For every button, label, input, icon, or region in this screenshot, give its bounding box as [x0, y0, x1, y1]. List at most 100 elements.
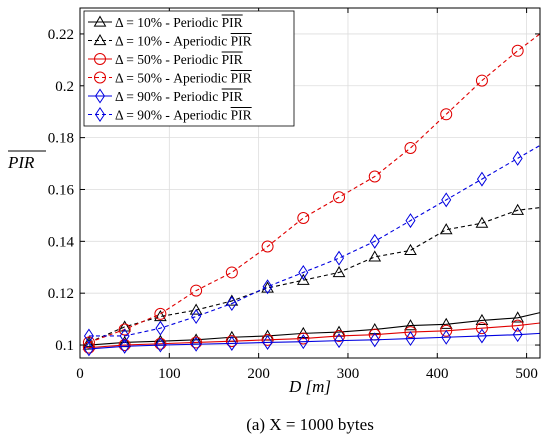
data-point: [83, 328, 94, 344]
y-axis-label-group: PIR: [7, 150, 46, 172]
x-axis-label: D [m]: [288, 377, 331, 396]
data-point: [226, 296, 237, 312]
data-point: [368, 250, 382, 262]
x-tick-label: 300: [337, 366, 360, 382]
series-line: [88, 312, 541, 346]
legend-entry: Δ = 50% - Periodic PIR: [88, 51, 243, 67]
legend: Δ = 10% - Periodic PIR Δ = 10% - Aperiodi…: [83, 10, 295, 127]
legend-marker: [94, 88, 106, 104]
data-point: [296, 273, 310, 285]
data-point: [439, 223, 453, 235]
data-point: [225, 335, 238, 348]
data-point: [296, 326, 310, 338]
legend-entry: Δ = 10% - Aperiodic PIR: [88, 33, 252, 49]
legend-label: Δ = 50% - Periodic PIR: [115, 52, 243, 67]
data-point: [261, 281, 274, 293]
data-point: [334, 250, 345, 266]
data-point: [262, 279, 273, 295]
data-point: [83, 341, 94, 357]
y-tick-label: 0.12: [48, 286, 74, 302]
data-point: [226, 335, 237, 351]
data-point: [82, 336, 95, 349]
data-point: [297, 332, 310, 345]
data-point: [439, 317, 453, 329]
legend-label: Δ = 10% - Aperiodic PIR: [115, 34, 252, 49]
legend-marker: [93, 15, 107, 27]
legend-label: Δ = 90% - Aperiodic PIR: [115, 108, 252, 123]
data-point: [261, 240, 274, 253]
data-point: [333, 329, 346, 342]
data-point: [511, 311, 525, 323]
data-point: [404, 243, 417, 256]
data-point: [262, 334, 273, 350]
series-1: [82, 203, 541, 348]
series-layer: [82, 33, 541, 357]
series-3: [82, 33, 541, 349]
data-point: [440, 108, 453, 121]
data-point: [118, 320, 132, 332]
x-tick-label: 100: [158, 366, 181, 382]
data-point: [298, 264, 309, 280]
data-point: [405, 331, 416, 347]
legend-label: Δ = 90% - Periodic PIR: [115, 89, 243, 104]
legend-marker: [94, 106, 106, 123]
data-point: [333, 191, 346, 204]
legend-label: Δ = 50% - Aperiodic PIR: [115, 71, 252, 86]
series-5: [83, 144, 541, 344]
x-tick-label: 500: [515, 366, 538, 382]
caption: (a) X = 1000 bytes: [246, 415, 374, 434]
data-point: [298, 334, 309, 350]
data-point: [441, 192, 452, 208]
y-tick-label: 0.14: [48, 234, 75, 250]
data-point: [404, 319, 417, 331]
legend-box: [83, 10, 295, 127]
y-axis-label: PIR: [7, 153, 35, 172]
data-point: [440, 324, 453, 337]
data-point: [476, 328, 487, 344]
y-tick-label: 0.1: [55, 338, 74, 354]
data-point: [512, 150, 523, 166]
data-point: [191, 336, 202, 352]
y-tick-label: 0.22: [48, 27, 74, 43]
legend-label: Δ = 10% - Periodic PIR: [115, 15, 243, 30]
data-point: [334, 333, 345, 349]
legend-entry: Δ = 90% - Periodic PIR: [88, 88, 243, 104]
data-point: [511, 319, 524, 332]
axis-ticks: 0 100 200 300 400 500 0.1 0.12 0.14 0.16 0.18 0.2 0.…: [48, 8, 540, 382]
y-tick-label: 0.18: [48, 131, 74, 147]
data-point: [475, 313, 489, 326]
data-point: [190, 284, 203, 297]
series-line: [88, 144, 541, 337]
data-point: [154, 307, 167, 320]
data-point: [332, 265, 346, 278]
data-point: [82, 338, 96, 350]
data-point: [369, 332, 380, 348]
data-point: [118, 323, 131, 336]
data-point: [189, 303, 203, 315]
data-point: [475, 74, 488, 87]
legend-marker: [94, 53, 106, 65]
x-tick-label: 400: [426, 366, 449, 382]
data-point: [368, 170, 381, 183]
data-point: [476, 171, 487, 187]
plot-frame: [79, 7, 541, 359]
data-point: [404, 142, 417, 154]
data-point: [191, 309, 202, 325]
legend-marker: [94, 71, 106, 84]
y-tick-label: 0.2: [55, 79, 74, 95]
x-tick-label: 0: [76, 366, 84, 382]
series-4: [83, 327, 541, 357]
data-point: [441, 329, 452, 345]
legend-entry: Δ = 90% - Aperiodic PIR: [88, 106, 252, 123]
legend-marker: [93, 33, 107, 46]
x-tick-label: 200: [247, 366, 270, 382]
data-point: [512, 327, 523, 343]
data-point: [405, 213, 416, 229]
data-point: [511, 44, 524, 57]
data-point: [155, 337, 166, 353]
legend-entry: Δ = 10% - Periodic PIR: [88, 14, 243, 30]
series-line: [88, 332, 541, 350]
legend-entry: Δ = 50% - Aperiodic PIR: [88, 70, 252, 86]
data-point: [404, 326, 417, 339]
